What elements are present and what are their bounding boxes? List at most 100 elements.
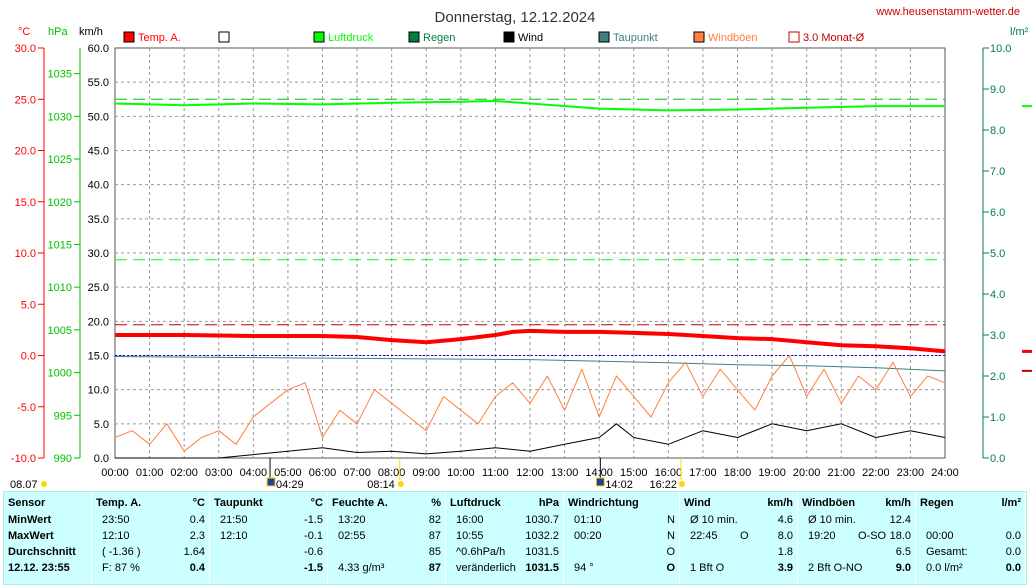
cell-label: 12:10 xyxy=(102,530,130,542)
rain-tick-label: 1.0 xyxy=(990,412,1005,424)
cell-value: 0.0 xyxy=(1005,546,1021,558)
cell-value: 1.8 xyxy=(777,546,793,558)
series-temp-a- xyxy=(115,328,946,354)
sunrise-time: 08:14 xyxy=(367,479,395,490)
legend-label: Luftdruck xyxy=(328,32,374,44)
cell-value: 18.0 xyxy=(889,530,911,542)
column-unit: km/h xyxy=(767,497,793,509)
date-label: 08.07 xyxy=(10,479,38,490)
temp-tick-label: 15.0 xyxy=(15,197,36,209)
cell-label: ( -1.36 ) xyxy=(102,546,141,558)
legend-swatch xyxy=(313,31,325,43)
panel-column-header: Wind km/h xyxy=(680,495,797,511)
panel-row: 00:20 N xyxy=(564,528,679,544)
pressure-tick-label: 995 xyxy=(54,410,72,422)
panel-column-header: Regen l/m² xyxy=(916,495,1025,511)
panel-row: 00:00 0.0 xyxy=(916,528,1025,544)
x-tick-label: 08:00 xyxy=(378,467,406,479)
panel-column-header: Temp. A. °C xyxy=(92,495,209,511)
cell-label: 23:50 xyxy=(102,514,130,526)
cell-value: 12.4 xyxy=(889,514,911,526)
cell-label: 00:20 xyxy=(574,530,602,542)
panel-row: 1 Bft O 3.9 xyxy=(680,560,797,576)
legend: Temp. A. Luftdruck Regen Wind Taupunkt Windbö… xyxy=(123,31,865,44)
cell-label: 21:50 xyxy=(220,514,248,526)
rain-tick-label: 8.0 xyxy=(990,125,1005,137)
event-markers: 08.07 04:29 08:14 14:02 16:22 xyxy=(10,458,686,490)
series xyxy=(114,98,946,459)
x-tick-label: 13:00 xyxy=(551,467,579,479)
panel-row: Ø 10 min. 4.6 xyxy=(680,512,797,528)
column-title: Windrichtung xyxy=(568,497,639,509)
x-tick-label: 11:00 xyxy=(482,467,509,479)
temp-tick-label: 5.0 xyxy=(21,299,36,311)
x-tick-label: 04:00 xyxy=(240,467,268,479)
wind-tick-label: 20.0 xyxy=(88,316,109,328)
column-title: Regen xyxy=(920,497,954,509)
cell-label: 13:20 xyxy=(338,514,366,526)
panel-row: 0.0 l/m² 0.0 xyxy=(916,560,1025,576)
panel-row: Gesamt: 0.0 xyxy=(916,544,1025,560)
legend-swatch xyxy=(503,31,515,43)
panel-column-header: Luftdruck hPa xyxy=(446,495,563,511)
cell-value: 6.5 xyxy=(895,546,911,558)
website-link[interactable]: www.heusenstamm-wetter.de xyxy=(875,6,1020,18)
series-wind xyxy=(115,423,946,459)
panel-row: 94 ° O xyxy=(564,560,679,576)
x-tick-label: 23:00 xyxy=(897,467,925,479)
panel-row: F: 87 % 0.4 xyxy=(92,560,209,576)
cell-label: 12:10 xyxy=(220,530,248,542)
cell-label: 01:10 xyxy=(574,514,602,526)
series-windb-en xyxy=(114,355,946,452)
panel-row: 12:10 -0.1 xyxy=(210,528,327,544)
pressure-tick-label: 1010 xyxy=(48,282,72,294)
pressure-tick-label: 1035 xyxy=(48,69,72,81)
cell-label: F: 87 % xyxy=(102,562,140,574)
panel-row: 10:55 1032.2 xyxy=(446,528,563,544)
column-unit: l/m² xyxy=(1001,497,1021,509)
panel-column: Sensor MinWert MaxWert Durchschnitt 12.12. 2… xyxy=(4,492,92,584)
sunset-icon xyxy=(679,481,686,487)
cell-value: 87 xyxy=(428,562,441,574)
cell-label: 00:00 xyxy=(926,530,954,542)
cell-label: veränderlich xyxy=(456,562,516,574)
legend-label: Temp. A. xyxy=(138,32,181,44)
axes: 30.0 25.0 20.0 15.0 10.0 5.0 0.0 -5.0 -10.0 1035 1… xyxy=(11,43,1032,479)
column-unit: % xyxy=(431,497,441,509)
wind-tick-label: 10.0 xyxy=(88,385,109,397)
panel-row: 2 Bft O-NO 9.0 xyxy=(798,560,915,576)
cell-label: Ø 10 min. xyxy=(808,514,856,526)
cell-value: 1031.5 xyxy=(525,562,559,574)
cell-label: 19:20 xyxy=(808,530,836,542)
x-tick-label: 12:00 xyxy=(516,467,544,479)
cell-label: 12.12. 23:55 xyxy=(8,562,70,574)
cell-value: 8.0 xyxy=(777,530,793,542)
legend-swatch xyxy=(788,31,800,43)
cell-label: 94 ° xyxy=(574,562,594,574)
pressure-tick-label: 1025 xyxy=(48,154,72,166)
cell-value: 85 xyxy=(428,546,441,558)
cell-label: 16:00 xyxy=(456,514,484,526)
cell-extra: O-SO xyxy=(858,530,887,542)
panel-row: -0.6 xyxy=(210,544,327,560)
temp-tick-label: 10.0 xyxy=(15,248,36,260)
rain-tick-label: 4.0 xyxy=(990,289,1005,301)
x-tick-label: 07:00 xyxy=(343,467,371,479)
cell-value: 1032.2 xyxy=(525,530,559,542)
panel-column: Windrichtung 01:10 N 00:20 N O 94 ° O xyxy=(564,492,680,584)
x-tick-label: 09:00 xyxy=(412,467,440,479)
cell-label: MaxWert xyxy=(8,530,54,542)
cell-value: 9.0 xyxy=(895,562,911,574)
panel-row: 01:10 N xyxy=(564,512,679,528)
cell-value: 2.3 xyxy=(189,530,205,542)
panel-row: 6.5 xyxy=(798,544,915,560)
pressure-tick-label: 1005 xyxy=(48,325,72,337)
cell-label: ^0.6hPa/h xyxy=(456,546,506,558)
panel-column: Taupunkt °C 21:50 -1.5 12:10 -0.1 -0.6 -1.5 xyxy=(210,492,328,584)
pressure-tick-label: 1020 xyxy=(48,197,72,209)
panel-row: 23:50 0.4 xyxy=(92,512,209,528)
x-tick-label: 02:00 xyxy=(170,467,198,479)
rain-tick-label: 0.0 xyxy=(990,453,1005,465)
x-tick-label: 01:00 xyxy=(136,467,164,479)
rain-tick-label: 5.0 xyxy=(990,248,1005,260)
